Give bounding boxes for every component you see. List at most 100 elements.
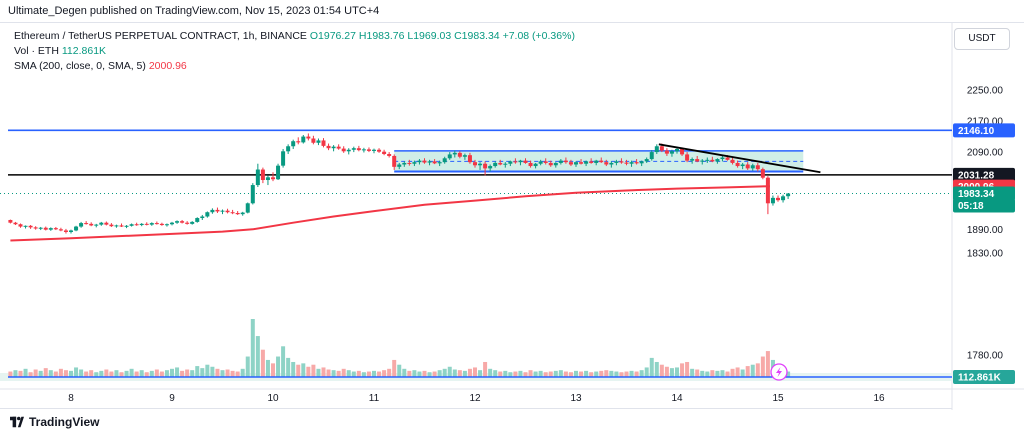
candle-body [513,161,518,163]
volume-bar [377,371,382,377]
time-tick-label: 9 [169,393,175,404]
currency-button[interactable]: USDT [954,28,1010,50]
candle-body [417,160,422,163]
volume-bar [690,368,695,377]
candle [467,152,472,164]
chart-frame[interactable]: 2250.002170.002090.001950.001890.001830.… [0,22,1024,410]
candle-body [462,155,467,157]
time-tick-label: 12 [469,393,481,404]
candle-body [680,148,685,155]
volume-bar [680,363,685,377]
volume-bar [478,370,483,377]
candle-body [478,163,483,166]
candle [286,144,291,155]
descending-trendline[interactable] [658,143,821,174]
candle [715,158,720,164]
candle [8,219,13,224]
candle [584,160,589,167]
legend-symbol-row[interactable]: Ethereum / TetherUS PERPETUAL CONTRACT, … [14,29,575,44]
volume-bar [180,370,185,377]
candle [33,226,38,230]
candle [260,167,265,184]
candle-body [412,162,417,164]
candle [437,160,442,167]
candle-body [250,185,255,204]
candle-body [685,154,690,161]
chart-legend: Ethereum / TetherUS PERPETUAL CONTRACT, … [14,29,575,74]
candle [291,139,296,149]
candle [225,208,230,214]
candle-body [781,196,786,201]
trend-layer[interactable] [658,143,821,174]
candle-body [185,222,190,224]
volume-bar [589,372,594,377]
candle-body [326,145,331,149]
volume-bar [129,368,134,377]
candle-body [644,159,649,162]
symbol-title: Ethereum / TetherUS PERPETUAL CONTRACT, … [14,30,307,42]
candle [210,208,215,214]
price-badge-bg [953,167,1015,182]
volume-bar [351,371,356,377]
candle-body [255,169,260,186]
legend-volume-row[interactable]: Vol · ETH 112.861K [14,44,575,59]
volume-value: 112.861K [61,45,107,57]
candle [422,158,427,164]
candle [200,214,205,220]
level-layer[interactable] [0,129,952,378]
candle [28,225,33,229]
volume-bar [235,371,240,377]
candle-body [574,162,578,165]
legend-sma-row[interactable]: SMA (200, close, 0, SMA, 5) 2000.96 [14,59,575,74]
candle [488,164,493,172]
candle-body [690,159,695,161]
candle [442,156,447,164]
candle-body [508,161,513,164]
candle-body [301,136,306,143]
candle [175,220,180,224]
price-chart[interactable]: 2250.002170.002090.001950.001890.001830.… [0,23,1024,410]
time-tick-label: 8 [68,393,74,404]
candle [427,159,432,166]
candle [755,162,760,172]
volume-bar [462,370,467,377]
ohlc-open: O1976.27 [309,30,356,42]
volume-bar [84,371,89,377]
volume-bar [568,372,573,377]
volume-bar [372,370,376,377]
candle-body [740,164,745,167]
footer: TradingView [0,409,1024,437]
tradingview-logo[interactable]: TradingView [10,415,99,429]
lightning-icon[interactable] [770,363,788,381]
volume-bar [195,366,200,377]
candle-body [225,210,230,213]
candle [79,221,84,228]
volume-bar [624,371,629,377]
volume-bar [760,356,765,377]
candle-body [568,162,573,165]
candle-layer [8,133,791,234]
candle-body [427,161,432,163]
candle-body [457,152,462,157]
volume-bar [518,370,523,377]
candle-body [195,218,200,222]
volume-bar [99,370,104,377]
candle [639,160,644,167]
tradingview-logo-icon [10,416,24,428]
candle [579,159,584,165]
time-axis[interactable]: 8 9 10 11 12 13 14 15 16 [68,393,885,404]
volume-bar [43,368,48,377]
candle [599,157,604,163]
candle-body [553,162,558,166]
channel-layer[interactable] [394,150,804,173]
volume-bar [79,369,84,377]
candle [770,195,775,206]
candle [498,159,503,166]
candle-body [402,162,407,165]
candle-body [48,228,53,230]
candle [74,225,79,232]
volume-bar [498,371,503,377]
candle [457,151,462,159]
volume-bar [331,370,336,377]
candle [377,148,382,153]
